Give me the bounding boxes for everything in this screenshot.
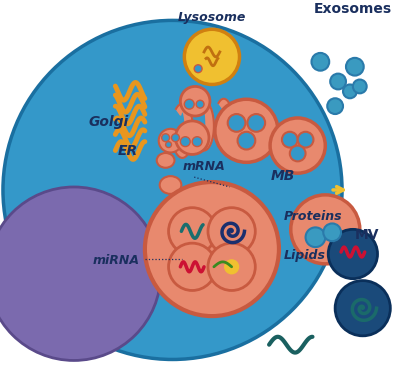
Circle shape [145, 182, 279, 316]
Text: miRNA: miRNA [93, 254, 140, 267]
Circle shape [215, 99, 278, 162]
Ellipse shape [157, 153, 174, 168]
Text: MB: MB [271, 169, 295, 183]
Circle shape [327, 98, 343, 114]
Text: Golgi: Golgi [88, 115, 128, 129]
Circle shape [225, 260, 238, 274]
Ellipse shape [160, 176, 181, 194]
Circle shape [194, 65, 202, 73]
Circle shape [196, 100, 204, 108]
Circle shape [238, 132, 255, 149]
Text: ER: ER [118, 144, 138, 158]
Circle shape [162, 134, 170, 142]
Circle shape [353, 80, 367, 93]
Circle shape [270, 118, 325, 173]
Circle shape [328, 229, 378, 279]
Circle shape [168, 243, 216, 290]
Circle shape [228, 114, 246, 132]
Text: Lysosome: Lysosome [178, 11, 246, 24]
Circle shape [190, 55, 214, 78]
Circle shape [208, 243, 255, 290]
Circle shape [248, 114, 265, 132]
Ellipse shape [155, 218, 172, 231]
Polygon shape [218, 99, 233, 143]
Circle shape [192, 137, 202, 147]
Circle shape [0, 187, 161, 361]
Circle shape [343, 84, 357, 98]
Ellipse shape [164, 197, 183, 212]
Circle shape [159, 129, 182, 152]
Circle shape [166, 142, 172, 147]
Circle shape [208, 208, 255, 255]
Circle shape [180, 87, 210, 116]
Circle shape [168, 208, 216, 255]
Circle shape [330, 74, 346, 89]
Circle shape [180, 137, 190, 147]
Circle shape [306, 227, 325, 247]
Circle shape [346, 58, 364, 76]
Circle shape [335, 281, 390, 336]
Circle shape [176, 121, 209, 154]
Text: Proteins: Proteins [284, 209, 342, 223]
Circle shape [298, 132, 314, 147]
Circle shape [290, 145, 306, 162]
Circle shape [3, 20, 342, 359]
Circle shape [172, 134, 179, 142]
Circle shape [312, 53, 329, 71]
Polygon shape [176, 104, 193, 158]
Text: MV: MV [355, 228, 380, 242]
Text: Exosomes: Exosomes [314, 2, 392, 16]
Text: Lipids: Lipids [284, 249, 326, 262]
Polygon shape [198, 101, 214, 151]
Circle shape [184, 29, 240, 84]
Circle shape [291, 195, 360, 264]
Circle shape [184, 99, 194, 109]
Circle shape [323, 223, 341, 241]
Text: mRNA: mRNA [183, 160, 226, 173]
Circle shape [282, 132, 298, 147]
